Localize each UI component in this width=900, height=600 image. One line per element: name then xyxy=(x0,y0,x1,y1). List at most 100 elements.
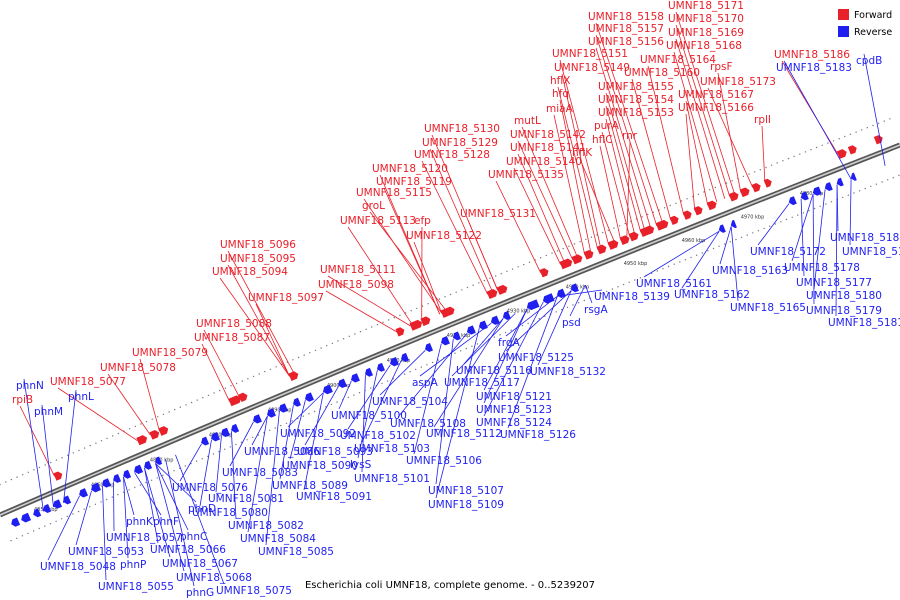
track-dot xyxy=(752,232,754,234)
leader-line xyxy=(561,73,602,249)
track-dot xyxy=(523,263,525,266)
reverse-gene xyxy=(155,456,163,466)
track-dot xyxy=(791,216,793,218)
scale-tick-label: 4880 kbp xyxy=(209,432,233,438)
track-dot xyxy=(780,221,782,223)
track-dot xyxy=(444,296,446,298)
track-dot xyxy=(471,345,473,347)
forward-gene xyxy=(847,145,857,155)
gene-label-umnf18-5090: UMNF18_5090 xyxy=(282,460,358,472)
forward-gene xyxy=(445,306,455,316)
legend-forward-swatch xyxy=(838,9,849,20)
track-dot xyxy=(540,257,542,259)
track-dot xyxy=(875,183,878,185)
gene-label-umnf18-5103: UMNF18_5103 xyxy=(354,443,430,455)
track-dot xyxy=(883,120,885,122)
track-dot xyxy=(808,210,810,212)
leader-line xyxy=(791,193,814,262)
leader-line xyxy=(719,226,732,265)
reverse-gene xyxy=(53,499,63,509)
reverse-gene xyxy=(134,464,144,475)
gene-label-umnf18-5124: UMNF18_5124 xyxy=(476,417,552,429)
track-dot xyxy=(566,306,569,308)
gene-label-umnf18-5131: UMNF18_5131 xyxy=(460,208,536,220)
leader-line xyxy=(227,250,295,375)
track-dot xyxy=(83,508,85,510)
gene-label-umnf18-5104: UMNF18_5104 xyxy=(372,396,448,408)
leader-line xyxy=(537,290,572,366)
gene-label-umnf18-5115: UMNF18_5115 xyxy=(356,187,432,199)
leader-line xyxy=(265,410,280,546)
track-dot xyxy=(714,186,716,189)
track-dot xyxy=(409,371,411,373)
track-dot xyxy=(117,432,120,435)
reverse-gene xyxy=(293,397,302,407)
track-dot xyxy=(49,523,52,525)
track-dot xyxy=(849,133,852,135)
gene-label-umnf18-5170: UMNF18_5170 xyxy=(668,13,744,25)
track-dot xyxy=(735,238,737,241)
track-dot xyxy=(729,241,731,243)
track-dot xyxy=(140,423,142,425)
track-dot xyxy=(240,441,243,443)
label-leaders xyxy=(19,11,886,587)
leader-line xyxy=(579,158,616,243)
reverse-gene xyxy=(441,336,450,346)
track-dot xyxy=(427,303,429,305)
leader-line xyxy=(255,303,290,377)
gene-label-phnl: phnL xyxy=(68,391,94,403)
gene-label-psd: psd xyxy=(562,317,581,329)
reverse-gene xyxy=(63,495,72,505)
leader-line xyxy=(144,468,159,544)
track-dot xyxy=(606,290,608,293)
track-dot xyxy=(830,201,833,203)
track-dot xyxy=(787,157,790,160)
leader-line xyxy=(569,284,586,317)
gene-label-phnn: phnN xyxy=(16,380,44,392)
track-dot xyxy=(684,259,687,261)
track-dot xyxy=(461,289,463,291)
track-dot xyxy=(466,286,469,289)
forward-gene xyxy=(539,268,549,278)
leader-line xyxy=(247,416,268,533)
leader-line xyxy=(357,370,378,459)
track-dot xyxy=(399,314,401,316)
track-dot xyxy=(521,324,524,327)
gene-label-umnf18-5048: UMNF18_5048 xyxy=(40,561,116,573)
track-dot xyxy=(274,427,276,429)
reverse-gene xyxy=(390,357,399,367)
track-dot xyxy=(437,359,439,361)
track-dot xyxy=(493,336,496,338)
track-dot xyxy=(590,236,593,238)
track-dot xyxy=(746,234,748,236)
gene-label-umnf18-5128: UMNF18_5128 xyxy=(414,149,490,161)
gene-label-umnf18-5067: UMNF18_5067 xyxy=(162,558,238,570)
leader-line xyxy=(361,360,402,443)
forward-gene xyxy=(682,210,692,220)
track-dot xyxy=(388,319,390,321)
leader-line xyxy=(595,47,652,229)
track-dot xyxy=(757,230,760,232)
track-dot xyxy=(855,131,857,133)
leader-line xyxy=(507,296,558,429)
track-dot xyxy=(538,318,540,320)
scale-tick-label: 4910 kbp xyxy=(387,358,411,364)
track-dot xyxy=(27,471,29,473)
track-dot xyxy=(459,350,462,352)
leader-line xyxy=(761,125,766,184)
track-dot xyxy=(568,245,570,247)
track-dot xyxy=(864,187,866,190)
track-dot xyxy=(438,298,441,300)
leader-line xyxy=(517,153,566,264)
track-dot xyxy=(179,406,181,408)
gene-label-umnf18-5167: UMNF18_5167 xyxy=(678,89,754,101)
reverse-gene xyxy=(365,367,373,377)
reverse-gene xyxy=(253,414,262,424)
legend-reverse-label: Reverse xyxy=(854,27,892,38)
leader-line xyxy=(279,405,294,480)
track-dot xyxy=(230,385,232,387)
track-dot xyxy=(748,173,750,175)
forward-gene xyxy=(628,231,639,242)
forward-gene xyxy=(739,187,750,198)
